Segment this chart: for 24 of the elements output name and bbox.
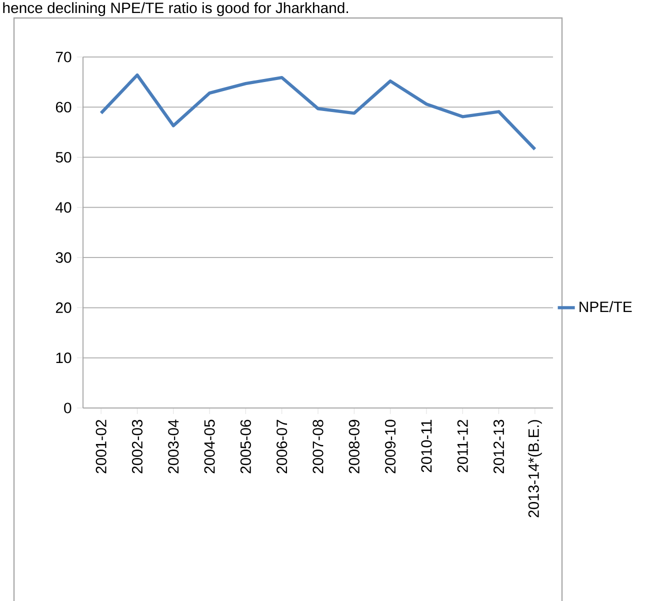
y-tick-label: 0	[64, 402, 72, 414]
y-tick-label: 70	[56, 52, 72, 62]
x-tick-label: 2002-03	[132, 420, 143, 474]
y-tick-label: 30	[56, 252, 72, 263]
x-tick-label: 2007-08	[312, 420, 324, 474]
text: hence declining NPE/TE ratio is good for Jharkhand.	[3, 2, 348, 16]
x-tick-label: 2009-10	[385, 420, 396, 474]
x-tick-label: 2010-11	[421, 420, 432, 472]
x-tick-label: 2006-07	[276, 420, 288, 474]
x-tick-label: 2013-14*(B.E.)	[528, 420, 542, 518]
y-tick-label: 20	[56, 302, 72, 313]
y-tick-label: 50	[56, 152, 72, 163]
line-series	[99, 73, 537, 151]
x-tick-label: 2005-06	[240, 420, 251, 474]
y-tick-label: 40	[56, 202, 72, 213]
legend-label: NPE/TE	[580, 301, 632, 312]
x-tick-label: 2008-09	[348, 420, 360, 474]
x-tick-label: 2011-12	[457, 420, 468, 472]
x-tick-label: 2003-04	[168, 420, 179, 474]
x-tick-label: 2004-05	[204, 420, 215, 474]
x-tick-label: 2001-02	[96, 420, 106, 474]
y-tick-label: 60	[56, 102, 72, 112]
x-tick-label: 2012-13	[493, 420, 504, 474]
y-tick-label: 10	[56, 352, 72, 364]
